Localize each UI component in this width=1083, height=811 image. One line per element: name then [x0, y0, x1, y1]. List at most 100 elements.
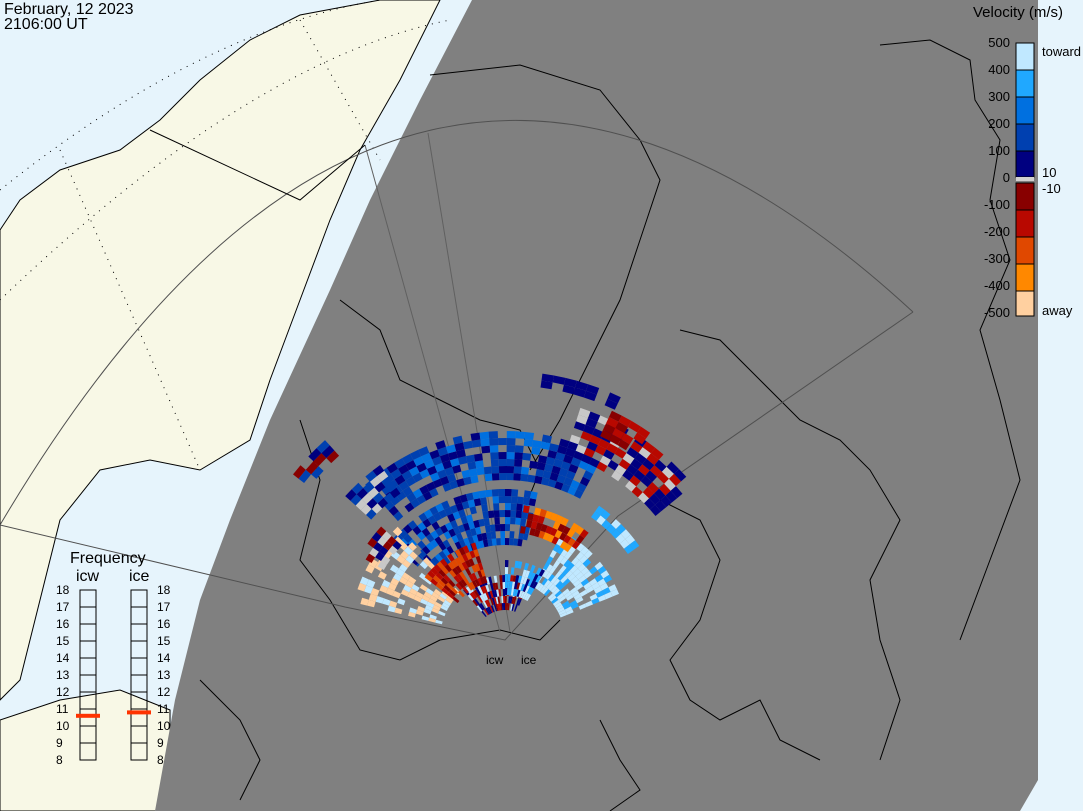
velocity-cell [475, 555, 482, 564]
velocity-cell [359, 576, 369, 586]
velocity-cell [603, 423, 616, 435]
velocity-cell [573, 421, 586, 432]
velocity-cell [419, 560, 428, 570]
velocity-cell [404, 568, 414, 577]
velocity-cell [554, 602, 562, 609]
velocity-cell [410, 603, 419, 610]
velocity-cell [438, 569, 447, 578]
velocity-cell [478, 604, 484, 611]
velocity-cell [562, 578, 571, 586]
velocity-cell [436, 561, 445, 570]
velocity-cell [484, 600, 490, 608]
velocity-cell [552, 588, 560, 596]
velocity-cell [427, 584, 436, 592]
velocity-cell [549, 549, 557, 559]
velocity-cell [371, 532, 382, 542]
velocity-cell [522, 569, 527, 578]
velocity-cell [556, 592, 565, 600]
velocity-cell [642, 441, 656, 454]
velocity-cell [442, 460, 453, 470]
velocity-cell [476, 533, 483, 542]
velocity-cell [382, 598, 391, 606]
velocity-cell [552, 599, 561, 606]
velocity-tick: 200 [988, 116, 1010, 131]
velocity-cell [608, 584, 617, 592]
velocity-cell [456, 449, 466, 458]
velocity-cell [381, 476, 393, 488]
velocity-cell [575, 380, 589, 391]
velocity-cell [535, 522, 543, 531]
velocity-cell [498, 466, 507, 474]
velocity-cell [435, 527, 444, 537]
velocity-cell [505, 560, 509, 568]
velocity-cell [415, 591, 424, 599]
velocity-cell [654, 488, 666, 501]
velocity-cell [597, 566, 607, 575]
velocity-scale-title: Velocity (m/s) [973, 4, 1064, 21]
velocity-cell [513, 538, 519, 546]
frequency-tick-left: 17 [56, 600, 70, 614]
velocity-cell [457, 524, 466, 533]
velocity-cell [526, 520, 533, 528]
velocity-cell [563, 559, 572, 568]
velocity-cell [478, 587, 484, 595]
velocity-cell [527, 571, 533, 579]
velocity-cell [462, 586, 469, 594]
velocity-cell [326, 450, 340, 464]
velocity-cell [441, 566, 449, 575]
velocity-cell [411, 584, 420, 592]
velocity-cell [471, 591, 478, 599]
velocity-cell [407, 542, 417, 552]
velocity-cell [371, 503, 383, 514]
velocity-cell [505, 603, 507, 610]
velocity-cell [423, 608, 432, 615]
velocity-cell [579, 476, 590, 487]
velocity-cell [575, 551, 585, 561]
velocity-cell [563, 454, 574, 464]
velocity-cell [445, 582, 454, 590]
velocity-cell [386, 462, 398, 474]
velocity-cell [581, 454, 592, 464]
velocity-cell [419, 485, 430, 495]
velocity-cell [489, 524, 496, 532]
velocity-cell [388, 545, 398, 555]
velocity-cell [514, 604, 518, 612]
velocity-cell [555, 604, 564, 611]
velocity-cell [405, 580, 414, 589]
velocity-cell [461, 561, 469, 570]
velocity-cell [566, 528, 576, 538]
velocity-cell [465, 514, 474, 523]
velocity-cell [430, 530, 439, 540]
velocity-cell [551, 465, 561, 475]
velocity-cell [483, 466, 492, 475]
velocity-cell [638, 464, 650, 476]
velocity-cell [396, 490, 407, 501]
velocity-cell [397, 598, 406, 606]
velocity-cell [628, 420, 641, 433]
velocity-cell [442, 602, 450, 609]
velocity-cell [486, 531, 492, 540]
velocity-cell [375, 596, 384, 604]
velocity-tick: -500 [983, 305, 1010, 320]
velocity-cell [444, 466, 455, 476]
velocity-cell [600, 509, 611, 520]
velocity-cell [452, 511, 461, 520]
velocity-tick: -200 [983, 224, 1010, 239]
velocity-cell [417, 522, 427, 532]
velocity-cell [548, 574, 555, 582]
velocity-cell [538, 455, 548, 464]
velocity-cell [495, 603, 499, 611]
velocity-cell [586, 384, 600, 395]
velocity-cell [480, 438, 490, 447]
velocity-cell [465, 567, 472, 576]
velocity-cell [442, 548, 451, 557]
velocity-cell [401, 470, 413, 481]
velocity-cell [515, 575, 520, 583]
velocity-cell [440, 577, 449, 585]
velocity-cell [470, 475, 479, 484]
velocity-cell [506, 466, 515, 474]
velocity-cell [669, 473, 682, 487]
velocity-cell [478, 540, 485, 549]
velocity-cell [505, 588, 508, 595]
velocity-cell [350, 494, 362, 506]
